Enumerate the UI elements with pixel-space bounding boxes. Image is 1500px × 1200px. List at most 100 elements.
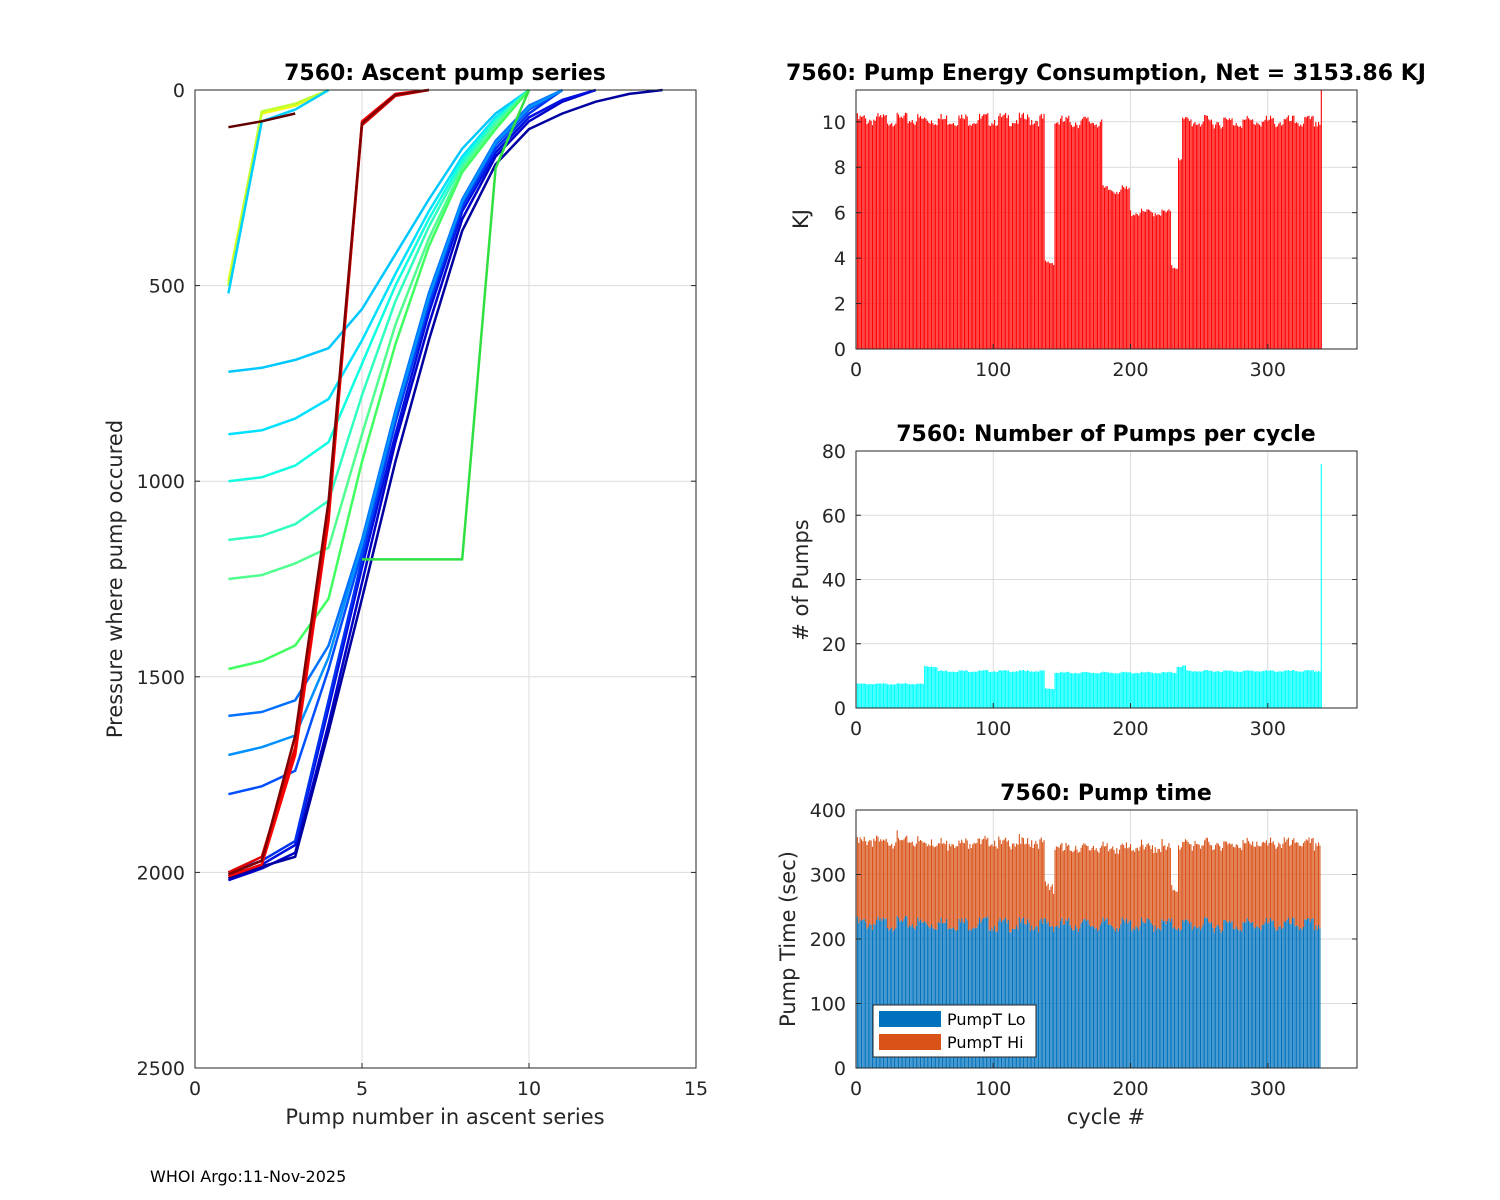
y-tick-label: 80 xyxy=(822,441,846,463)
bar-pumpt-hi xyxy=(1112,846,1114,927)
bar-pumpt-hi xyxy=(1191,850,1193,930)
bar xyxy=(1117,673,1119,708)
bar xyxy=(1083,116,1085,349)
bar-pumpt-hi xyxy=(1035,841,1037,927)
y-tick-label: 6 xyxy=(834,203,846,225)
ascent-ticks: 0 5 10 15 0 500 1000 1500 2000 2500 xyxy=(137,80,708,1100)
bar-pumpt-lo xyxy=(1318,924,1320,1068)
bar xyxy=(1297,123,1299,349)
bar xyxy=(1249,119,1251,350)
bar-pumpt-lo xyxy=(1007,919,1009,1068)
bar xyxy=(865,683,867,708)
bar-pumpt-lo xyxy=(1108,924,1110,1068)
bar xyxy=(1032,671,1034,708)
bar xyxy=(1143,672,1145,708)
bar xyxy=(1293,670,1295,708)
bar xyxy=(1188,670,1191,708)
bar-pumpt-lo xyxy=(1129,920,1132,1068)
bar xyxy=(1077,673,1079,708)
bar xyxy=(870,120,872,350)
bar xyxy=(1297,671,1299,708)
bar-pumpt-lo xyxy=(1038,932,1040,1068)
bar-pumpt-lo xyxy=(1279,925,1281,1068)
bar-pumpt-lo xyxy=(1282,927,1284,1068)
bar xyxy=(1231,670,1233,708)
bar-pumpt-lo xyxy=(1300,927,1302,1068)
bar-pumpt-lo xyxy=(1095,927,1097,1068)
bar-pumpt-hi xyxy=(1044,881,1046,919)
bar xyxy=(1198,123,1200,349)
bar xyxy=(1173,267,1175,349)
bar xyxy=(1248,118,1250,350)
bar xyxy=(1304,670,1306,708)
bar xyxy=(880,115,882,349)
bar-pumpt-hi xyxy=(869,840,871,924)
bar xyxy=(1235,123,1237,349)
bar-pumpt-lo xyxy=(870,924,872,1068)
bar-pumpt-lo xyxy=(1113,929,1115,1068)
bar xyxy=(1167,672,1169,708)
bar-pumpt-hi xyxy=(1269,837,1272,918)
bar-pumpt-lo xyxy=(900,920,902,1068)
bar xyxy=(1011,671,1014,708)
bar xyxy=(1101,119,1103,350)
bar-pumpt-lo xyxy=(1269,917,1272,1068)
y-tick-label: 8 xyxy=(834,157,846,179)
bar-pumpt-hi xyxy=(1101,845,1103,923)
bar xyxy=(1024,670,1026,708)
bar-pumpt-hi xyxy=(913,845,915,928)
bar-pumpt-hi xyxy=(1308,837,1310,918)
bar-pumpt-hi xyxy=(1318,842,1320,925)
bar-pumpt-hi xyxy=(895,842,897,928)
bar xyxy=(1267,670,1269,708)
bar-pumpt-lo xyxy=(1175,929,1177,1068)
bar xyxy=(873,119,875,349)
bar-pumpt-lo xyxy=(929,928,931,1068)
y-tick-label: 40 xyxy=(822,570,846,592)
ascent-series-line xyxy=(228,88,563,757)
bar xyxy=(1319,124,1321,349)
bar xyxy=(1164,672,1166,708)
bar xyxy=(1120,189,1122,349)
bar xyxy=(1278,123,1280,350)
bar-pumpt-lo xyxy=(1124,922,1126,1068)
bar xyxy=(1005,670,1007,708)
bar xyxy=(1051,688,1053,708)
bar xyxy=(1223,117,1225,349)
bar xyxy=(892,684,894,708)
bar xyxy=(1232,671,1235,708)
bar-pumpt-lo xyxy=(1243,922,1245,1068)
bar xyxy=(1237,671,1239,708)
bar xyxy=(1103,672,1105,708)
bar xyxy=(1010,672,1012,708)
bar xyxy=(1021,114,1023,349)
bar xyxy=(904,683,906,708)
pumps-title: 7560: Number of Pumps per cycle xyxy=(896,422,1315,447)
bar xyxy=(1216,121,1218,350)
bar-pumpt-lo xyxy=(1048,926,1051,1068)
bar xyxy=(1167,210,1169,349)
bar xyxy=(1253,671,1255,708)
bar xyxy=(1182,665,1184,708)
bar xyxy=(1116,673,1118,708)
bar-pumpt-lo xyxy=(1131,931,1133,1068)
bar-pumpt-lo xyxy=(1011,928,1014,1068)
bar xyxy=(1308,115,1310,349)
bar-pumpt-hi xyxy=(1120,845,1122,925)
bar xyxy=(939,118,941,349)
bar xyxy=(1215,124,1217,350)
bar-pumpt-lo xyxy=(896,915,898,1068)
bar xyxy=(1179,667,1181,708)
bar xyxy=(1219,671,1221,708)
bar-pumpt-hi xyxy=(937,843,939,923)
bar xyxy=(1241,672,1243,708)
bar-pumpt-lo xyxy=(1120,924,1122,1068)
ascent-series-line xyxy=(227,88,330,294)
bar xyxy=(884,115,886,350)
bar-pumpt-hi xyxy=(1246,837,1248,919)
bar xyxy=(1313,671,1315,708)
y-tick-label: 0 xyxy=(834,339,846,361)
bar xyxy=(932,666,934,708)
pumptime-xlabel: cycle # xyxy=(1067,1105,1146,1129)
bar-pumpt-lo xyxy=(1161,919,1163,1068)
